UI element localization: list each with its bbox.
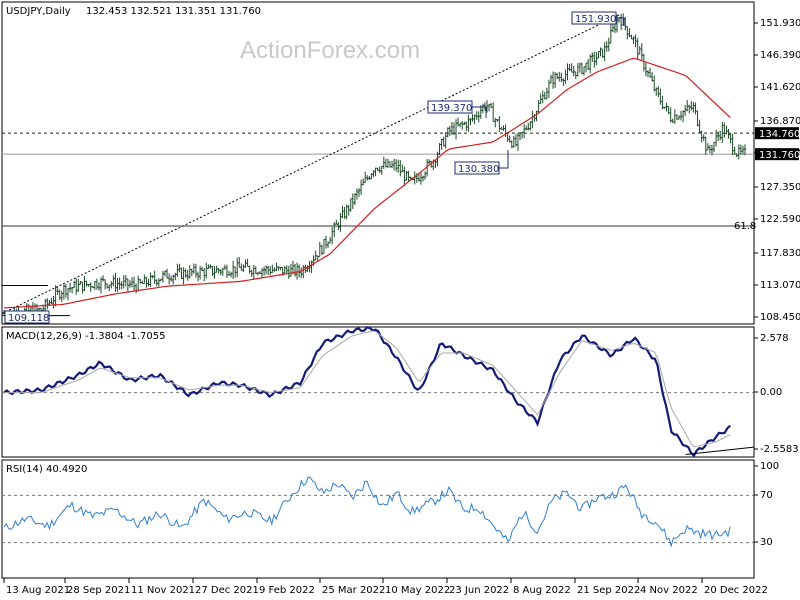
- x-tick-label: 11 Nov 2021: [131, 585, 195, 596]
- axis-layer: 151.930146.390141.620136.870132.110127.3…: [3, 18, 800, 596]
- callout-leader: [499, 150, 509, 169]
- price-callout: 151.930: [571, 11, 617, 25]
- x-tick-label: 23 Jun 2022: [449, 585, 509, 596]
- price-layer: 151.930 139.370 130.380 109.118: [1, 11, 754, 324]
- price-callout-box: [4, 310, 50, 324]
- price-tick-label: 151.930: [760, 18, 800, 29]
- x-tick-label: 28 Sep 2021: [67, 585, 130, 596]
- rsi-tick-label: 100: [760, 461, 779, 472]
- price-tag-bg: [755, 148, 799, 161]
- macd-layer: [2, 326, 755, 458]
- macd-tick-label: -2.5583: [760, 444, 799, 455]
- x-tick-label: 9 Feb 2022: [259, 585, 315, 596]
- rsi-tick-label: 30: [760, 537, 773, 548]
- macd-title: MACD(12,26,9) -1.3804 -1.7055: [6, 331, 166, 342]
- macd-series-line: [3, 326, 731, 458]
- x-tick-label: 20 Dec 2022: [704, 585, 768, 596]
- price-callout: 109.118: [4, 310, 50, 324]
- rsi-layer: [2, 476, 754, 548]
- price-tick-label: 136.870: [760, 116, 800, 127]
- moving-average-line: [3, 57, 731, 309]
- price-callout-label: 151.930: [575, 14, 616, 25]
- price-tag-bg: [755, 127, 799, 140]
- price-tag: 131.760: [755, 148, 800, 161]
- rsi-tick-label: 70: [760, 490, 773, 501]
- price-tick-label: 146.390: [760, 50, 800, 61]
- callout-leader: [616, 17, 625, 26]
- price-callout-label: 139.370: [431, 103, 472, 114]
- rsi-panel: [1, 459, 755, 579]
- price-ohlc: 132.453 132.521 131.351 131.760: [86, 6, 261, 17]
- price-tag-label: 131.760: [759, 150, 800, 161]
- price-tick-label: 141.620: [760, 82, 800, 93]
- x-tick-label: 27 Dec 2021: [195, 585, 259, 596]
- x-tick-label: 25 Mar 2022: [322, 585, 385, 596]
- price-title: USDJPY,Daily: [6, 6, 71, 17]
- price-callout: 130.380: [454, 161, 500, 175]
- price-tick-label: 108.450: [760, 312, 800, 323]
- macd-panel: [1, 326, 755, 458]
- x-tick-label: 10 May 2022: [385, 585, 450, 596]
- macd-tick-label: 0.00: [760, 387, 782, 398]
- price-tag-label: 134.760: [759, 129, 800, 140]
- x-tick-label: 13 Aug 2021: [6, 585, 70, 596]
- price-tick-label: 127.350: [760, 182, 800, 193]
- macd-support-line: [685, 446, 755, 456]
- price-panel: [1, 1, 755, 325]
- price-tick-label: 117.830: [760, 248, 800, 259]
- x-tick-label: 4 Nov 2022: [640, 585, 698, 596]
- x-tick-label: 8 Aug 2022: [513, 585, 571, 596]
- x-tick-label: 21 Sep 2022: [577, 585, 640, 596]
- macd-tick-label: 2.578: [760, 333, 789, 344]
- macd-series-line: [4, 330, 731, 448]
- callout-leader: [472, 106, 487, 118]
- price-tag: 134.760: [755, 127, 800, 140]
- price-callout: 139.370: [427, 100, 473, 114]
- rsi-title: RSI(14) 40.4920: [6, 464, 87, 475]
- watermark: ActionForex.com: [240, 37, 420, 64]
- rsi-series-line: [3, 476, 731, 548]
- ohlc-bar: [743, 144, 747, 156]
- price-callout-label: 130.380: [458, 164, 499, 175]
- price-tick-label: 122.590: [760, 214, 800, 225]
- price-tick-label: 113.070: [760, 280, 800, 291]
- price-callout-label: 109.118: [8, 313, 49, 324]
- fib-label: 61.8: [734, 221, 756, 232]
